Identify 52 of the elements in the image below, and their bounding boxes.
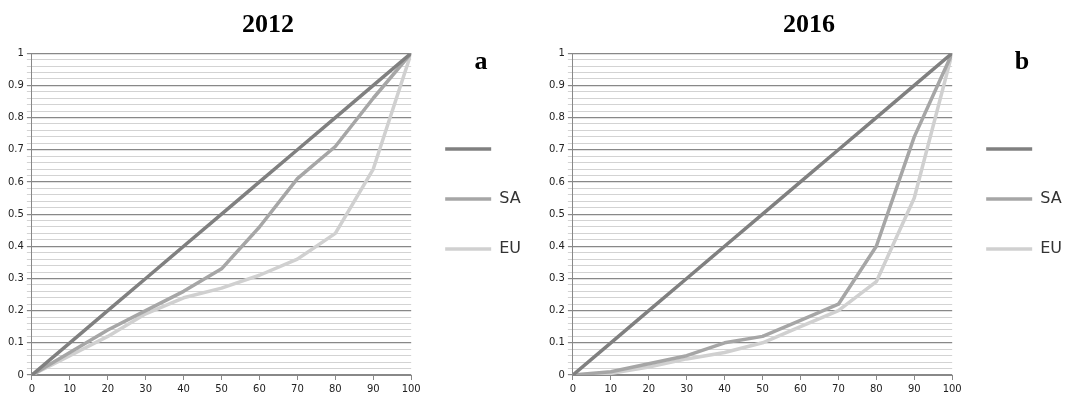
x-tick-label: 70	[832, 382, 845, 394]
y-tick-label: 0.3	[8, 272, 24, 284]
text: b	[1014, 45, 1030, 75]
chart-title: 2016	[783, 9, 835, 39]
x-tick-label: 70	[291, 382, 304, 394]
x-tick-label: 10	[63, 382, 77, 394]
x-tick-label: 50	[215, 382, 228, 394]
y-tick-label: 0.8	[8, 111, 24, 123]
y-tick-label: 0.3	[549, 272, 565, 284]
y-tick-label: 0.4	[549, 239, 565, 251]
x-tick-label: 80	[869, 382, 883, 394]
x-tick-label: 20	[642, 382, 656, 394]
legend-label: SA	[1040, 188, 1062, 208]
x-tick-label: 30	[139, 382, 153, 394]
y-tick-label: 0.6	[549, 175, 565, 187]
x-tick-label: 50	[756, 382, 769, 394]
x-tick-label: 60	[794, 382, 807, 394]
x-tick-label: 100	[942, 382, 962, 394]
y-tick-label: 0.8	[549, 111, 565, 123]
chart-title: 2012	[242, 9, 294, 39]
x-tick-label: 80	[328, 382, 342, 394]
legend-label: SA	[499, 188, 521, 208]
y-tick-label: 0.7	[8, 143, 24, 155]
x-tick-label: 60	[253, 382, 266, 394]
y-tick-label: 0	[17, 368, 24, 380]
y-tick-label: 0.9	[8, 78, 24, 90]
x-tick-label: 40	[177, 382, 190, 394]
x-tick-label: 0	[28, 382, 36, 394]
x-tick-label: 0	[569, 382, 577, 394]
y-tick-label: 0	[558, 368, 565, 380]
text: a	[474, 45, 488, 75]
y-tick-label: 0.9	[549, 78, 565, 90]
x-tick-label: 90	[366, 382, 380, 394]
legend-label: EU	[1040, 238, 1063, 258]
x-tick-label: 100	[401, 382, 421, 394]
x-tick-label: 20	[101, 382, 115, 394]
y-tick-label: 0.4	[8, 239, 24, 251]
y-tick-label: 0.6	[8, 175, 24, 187]
y-tick-label: 0.5	[549, 207, 565, 219]
y-tick-label: 0.1	[8, 336, 24, 348]
x-tick-label: 40	[718, 382, 731, 394]
x-tick-label: 30	[680, 382, 694, 394]
x-tick-label: 90	[907, 382, 921, 394]
y-tick-label: 1	[17, 46, 24, 58]
legend-label: EU	[499, 238, 522, 258]
y-tick-label: 0.2	[549, 304, 565, 316]
y-tick-label: 0.2	[8, 304, 24, 316]
y-tick-label: 0.5	[8, 207, 24, 219]
y-tick-label: 0.1	[549, 336, 565, 348]
y-tick-label: 0.7	[549, 143, 565, 155]
x-tick-label: 10	[604, 382, 618, 394]
y-tick-label: 1	[558, 46, 565, 58]
